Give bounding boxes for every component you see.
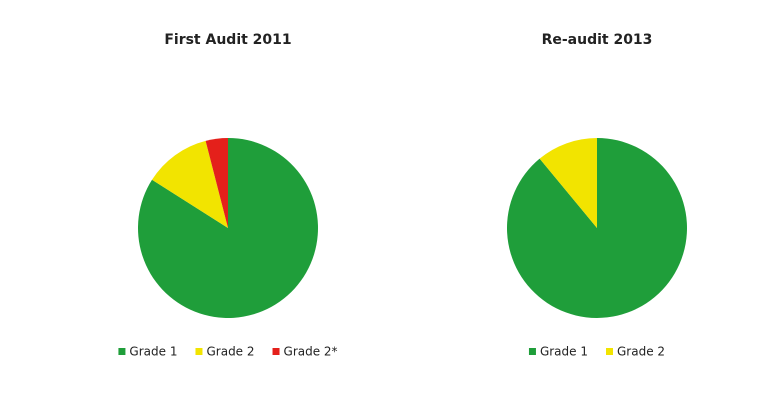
legend-label: Grade 2* [284, 345, 338, 359]
legend: Grade 1 Grade 2 Grade 2* [118, 345, 338, 359]
legend-label: Grade 2 [206, 345, 254, 359]
legend-swatch [606, 348, 613, 355]
legend: Grade 1 Grade 2 [528, 345, 665, 359]
legend-label: Grade 1 [540, 345, 588, 359]
pie-slice [152, 140, 228, 228]
legend-label: Grade 1 [129, 345, 177, 359]
chart-title: Re-audit 2013 [542, 32, 653, 48]
pie-slice [205, 138, 228, 228]
legend-label: Grade 2 [617, 345, 665, 359]
pie-slice [506, 138, 687, 319]
chart-title: First Audit 2011 [164, 32, 291, 48]
legend-swatch [528, 348, 536, 355]
legend-swatch [272, 348, 280, 355]
legend-swatch [195, 348, 203, 355]
legend-swatch [118, 348, 126, 355]
pie-slice [539, 138, 597, 228]
